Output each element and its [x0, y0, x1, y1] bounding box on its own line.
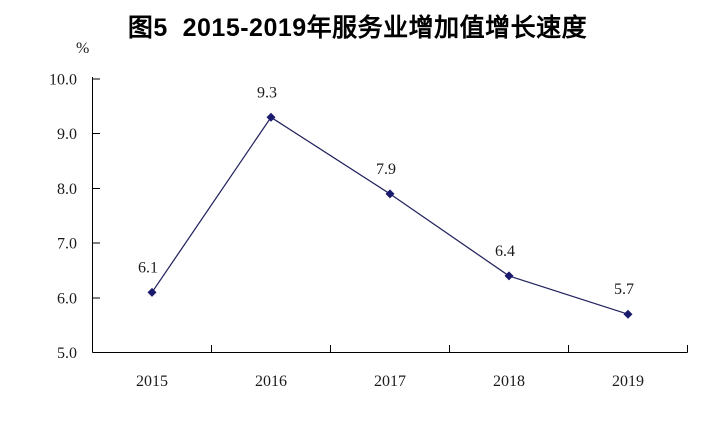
series-line [151, 116, 629, 315]
data-point-label: 5.7 [614, 281, 634, 298]
x-tick-label: 2017 [374, 373, 406, 390]
y-tick-label: 6.0 [57, 290, 77, 307]
data-point-marker-2018 [504, 271, 514, 281]
data-point-marker-2017 [385, 189, 395, 199]
y-tick-label: 7.0 [57, 236, 77, 253]
data-point-label: 9.3 [257, 84, 277, 101]
data-point-label: 7.9 [376, 161, 396, 178]
x-tick-label: 2016 [255, 373, 287, 390]
data-point-marker-2016 [266, 112, 276, 122]
y-axis-unit-label: % [76, 40, 90, 57]
y-tick-label: 10.0 [49, 72, 77, 89]
data-point-label: 6.4 [495, 243, 515, 260]
data-point-label: 6.1 [138, 259, 158, 276]
data-point-marker-2015 [147, 287, 157, 297]
chart-title: 图5 2015-2019年服务业增加值增长速度 [127, 14, 588, 42]
x-tick-label: 2015 [136, 373, 168, 390]
x-tick-label: 2019 [612, 373, 644, 390]
data-point-marker-2019 [623, 309, 633, 319]
y-tick-label: 5.0 [57, 345, 77, 362]
y-tick-label: 8.0 [57, 181, 77, 198]
x-tick-label: 2018 [493, 373, 525, 390]
y-tick-label: 9.0 [57, 126, 77, 143]
